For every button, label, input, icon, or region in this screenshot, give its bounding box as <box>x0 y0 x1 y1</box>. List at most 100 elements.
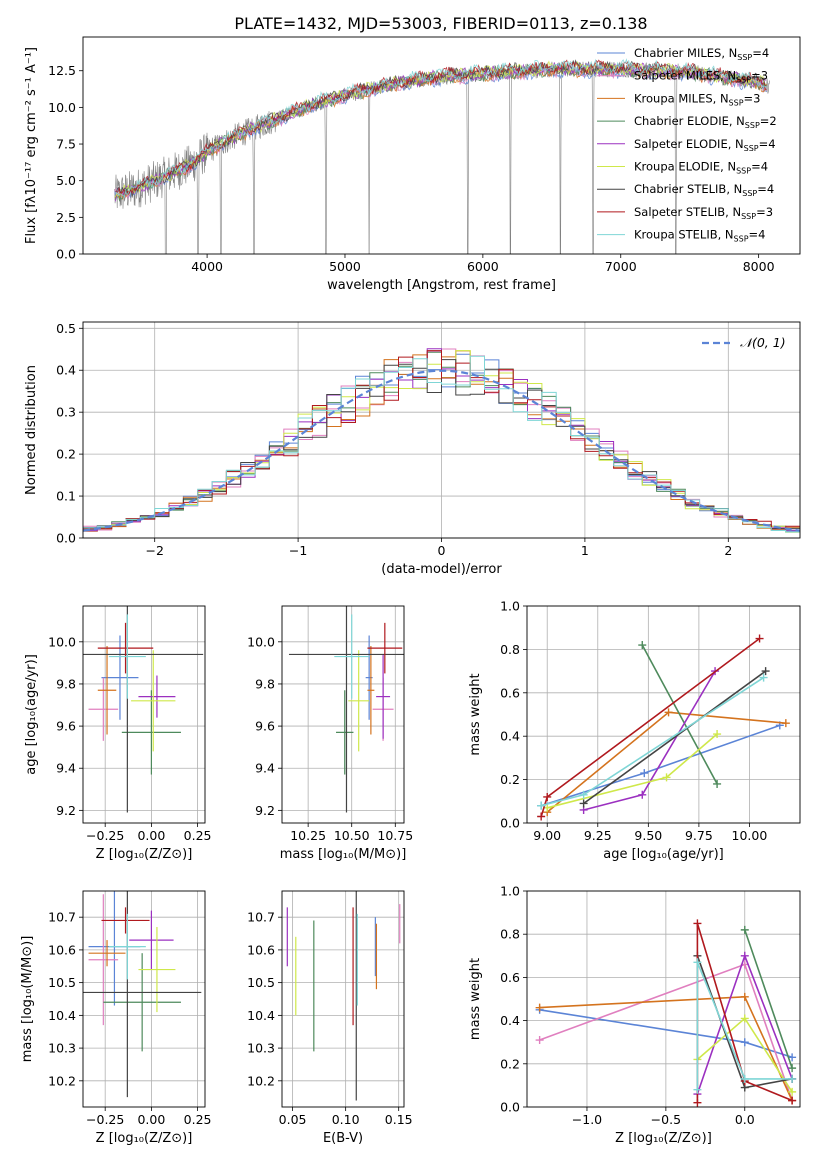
axes-frame <box>526 605 801 824</box>
x-tick-label: 10.00 <box>732 828 768 843</box>
legend-entry: Salpeter ELODIE, NSSP=4 <box>634 137 776 153</box>
legend-nssp-value: =4 <box>751 160 768 174</box>
y-tick-label: 10.3 <box>247 1041 275 1056</box>
model-spectrum-line <box>115 59 767 197</box>
mass-weight-marker <box>761 667 770 676</box>
residual-histogram-step <box>83 350 800 531</box>
mass-weight-marker <box>713 730 722 739</box>
x-axis-label: Z [log₁₀(Z/Z⊙)] <box>615 1131 712 1146</box>
y-tick-label: 9.8 <box>56 676 76 691</box>
y-tick-label: 10.0 <box>48 100 76 115</box>
y-tick-label: 9.2 <box>56 803 76 818</box>
plot-area-spectrum <box>114 58 770 254</box>
legend-entry: Kroupa ELODIE, NSSP=4 <box>634 160 768 176</box>
y-tick-label: 0.0 <box>56 531 76 546</box>
y-tick-label: 0.1 <box>56 489 76 504</box>
legend-subscript: SSP <box>741 212 756 221</box>
mass-weight-marker <box>788 1064 797 1073</box>
y-tick-label: 9.4 <box>255 761 275 776</box>
x-tick-label: 0.25 <box>184 828 212 843</box>
x-tick-label: 1 <box>581 543 589 558</box>
mass-weight-line <box>744 929 793 1069</box>
y-tick-label: 9.6 <box>56 719 76 734</box>
x-tick-label: 10.75 <box>377 828 413 843</box>
y-tick-label: 0.2 <box>56 447 76 462</box>
legend-subscript: SSP <box>742 189 757 198</box>
x-axis-label: E(B-V) <box>323 1131 363 1146</box>
x-tick-label: 0.00 <box>137 828 165 843</box>
y-tick-label: 2.5 <box>56 210 76 225</box>
mass-weight-marker <box>537 801 546 810</box>
y-tick-label: 10.3 <box>48 1041 76 1056</box>
x-tick-label: 5000 <box>329 259 361 274</box>
legend-entry: Kroupa MILES, NSSP=3 <box>634 91 760 107</box>
y-tick-label: 10.6 <box>247 942 275 957</box>
y-tick-label: 0.8 <box>500 642 520 657</box>
axes-frame <box>281 890 405 1108</box>
y-tick-label: 9.8 <box>255 676 275 691</box>
y-tick-label: 0.2 <box>500 1056 520 1071</box>
y-tick-label: 10.0 <box>247 634 275 649</box>
mass-weight-marker <box>781 719 790 728</box>
grid <box>83 891 205 1107</box>
y-axis-label: Normed distribution <box>24 365 39 495</box>
mass-weight-marker <box>535 1036 544 1045</box>
x-tick-label: 4000 <box>191 259 223 274</box>
y-tick-label: 12.5 <box>48 63 76 78</box>
axes-frame <box>82 321 801 539</box>
y-tick-label: 9.4 <box>56 761 76 776</box>
plot-area-age-vs-Z <box>83 606 204 813</box>
x-tick-label: 9.00 <box>533 828 561 843</box>
plot-area-mass-vs-Z <box>83 891 202 1098</box>
x-tick-label: 0 <box>438 543 446 558</box>
model-spectrum-line <box>114 62 768 200</box>
plot-area-age-vs-mass <box>288 606 404 813</box>
legend-nssp-value: =2 <box>760 114 777 128</box>
plot-area-weight-vs-Z <box>535 919 797 1107</box>
model-spectrum-line <box>114 62 767 202</box>
legend-nssp-value: =4 <box>757 182 774 196</box>
model-spectrum-line <box>114 65 767 199</box>
axes: 9.00 9.25 9.50 9.75 10.00 0.0 0.2 0.4 0.6 0.8 1.0 a… <box>468 599 801 862</box>
axes: −0.25 0.00 0.25 9.2 9.4 9.6 9.8 10.0 Z [log₁₀(Z/… <box>24 605 212 862</box>
mass-weight-marker <box>662 773 671 782</box>
y-tick-label: 10.4 <box>48 1008 76 1023</box>
x-tick-label: 0.00 <box>137 1112 165 1127</box>
x-tick-label: 0.05 <box>279 1112 307 1127</box>
x-axis-label: mass [log₁₀(M/M⊙)] <box>280 847 407 862</box>
plot-area-mass-vs-ebv <box>286 891 401 1101</box>
grid <box>83 606 205 823</box>
mass-weight-line <box>641 644 718 785</box>
panel-weight-vs-age: 9.00 9.25 9.50 9.75 10.00 0.0 0.2 0.4 0.6 0.8 1.0 a… <box>468 599 801 862</box>
mass-weight-line <box>696 961 793 1090</box>
x-tick-label: 9.75 <box>685 828 713 843</box>
spectrum-legend: Chabrier MILES, NSSP=4 Salpeter MILES, NS… <box>597 46 777 244</box>
y-tick-label: 0.0 <box>56 247 76 262</box>
legend-nssp-value: =4 <box>749 228 766 242</box>
panel-weight-vs-Z: −1.0 −0.5 0.0 0.0 0.2 0.4 0.6 0.8 1.0 Z [log₁₀(Z/… <box>468 884 801 1146</box>
y-tick-label: 10.5 <box>247 975 275 990</box>
axes-frame <box>526 890 801 1108</box>
mass-weight-marker <box>638 790 647 799</box>
mass-weight-marker <box>693 958 702 967</box>
x-tick-label: −0.25 <box>86 828 124 843</box>
legend-nssp-value: =3 <box>751 69 768 83</box>
axes: −2 −1 0 1 2 0.0 0.1 0.2 0.3 0.4 0.5 (data-model)/er… <box>24 321 801 577</box>
mass-weight-marker <box>740 1074 749 1083</box>
mass-weight-marker <box>788 1087 797 1096</box>
y-axis-label: mass weight <box>468 958 483 1040</box>
y-tick-label: 0.0 <box>500 1100 520 1115</box>
grid <box>527 890 800 1108</box>
y-tick-label: 10.2 <box>247 1073 275 1088</box>
axes: 4000 5000 6000 7000 8000 0.0 2.5 5.0 7.5 10.0 12.5… <box>24 36 801 293</box>
legend-subscript: SSP <box>736 76 751 85</box>
x-tick-label: 0.0 <box>735 1112 755 1127</box>
legend-subscript: SSP <box>737 53 752 62</box>
plot-area-weight-vs-age <box>537 634 790 821</box>
mass-weight-marker <box>788 1053 797 1062</box>
mass-weight-marker <box>693 1098 702 1107</box>
x-tick-label: 9.25 <box>584 828 612 843</box>
mass-weight-marker <box>788 1074 797 1083</box>
legend-entry: Kroupa STELIB, NSSP=4 <box>634 228 765 244</box>
